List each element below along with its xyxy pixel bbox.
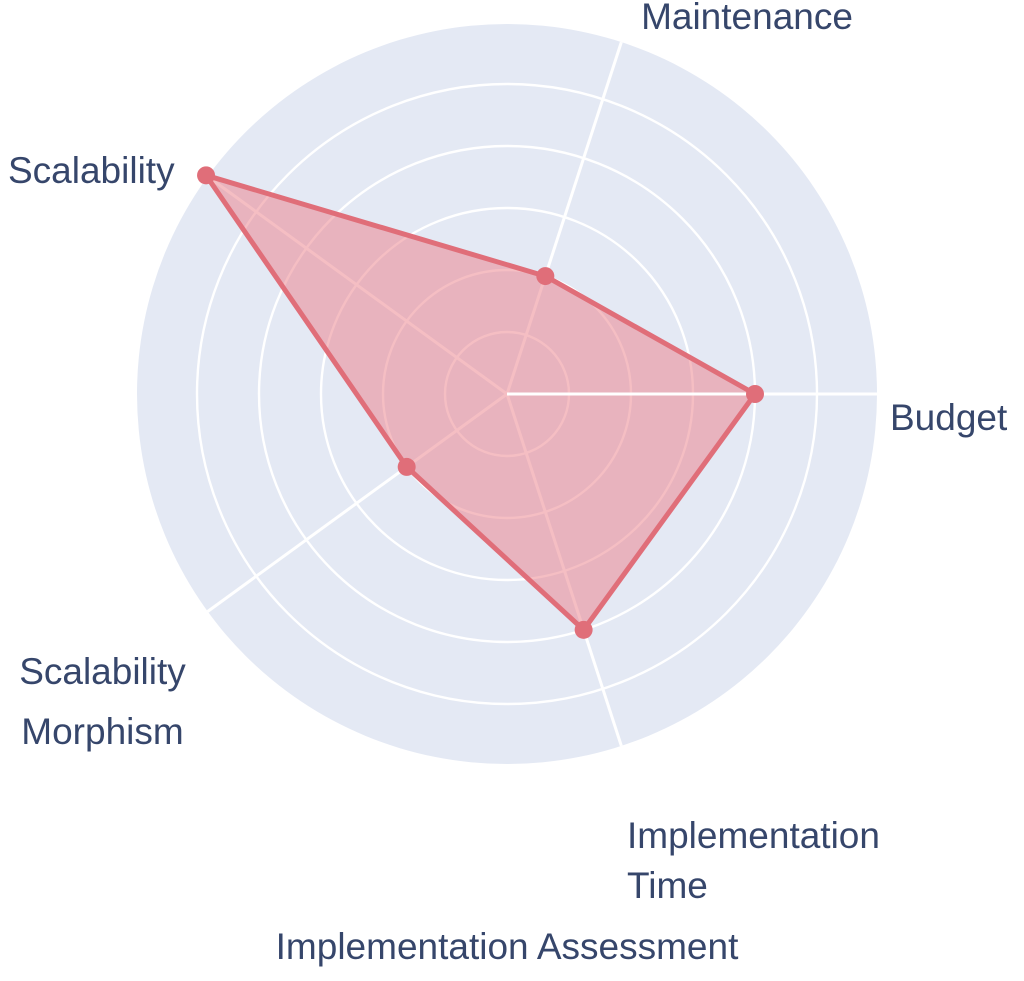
data-point [574, 620, 593, 639]
axis-label-budget: Budget [890, 397, 1008, 438]
axis-label-scalability: Scalability [8, 150, 175, 191]
chart-title: Implementation Assessment [275, 926, 739, 967]
series-polygon [203, 172, 758, 633]
data-point [397, 457, 416, 476]
data-point [536, 267, 555, 286]
data-point [746, 385, 764, 403]
axis-label-maintenance: Maintenance [641, 0, 853, 37]
data-point [197, 166, 216, 185]
axis-label-scalability-morphism: Scalability Morphism [19, 651, 186, 752]
axis-label-implementation-time: Implementation Time [627, 815, 880, 906]
